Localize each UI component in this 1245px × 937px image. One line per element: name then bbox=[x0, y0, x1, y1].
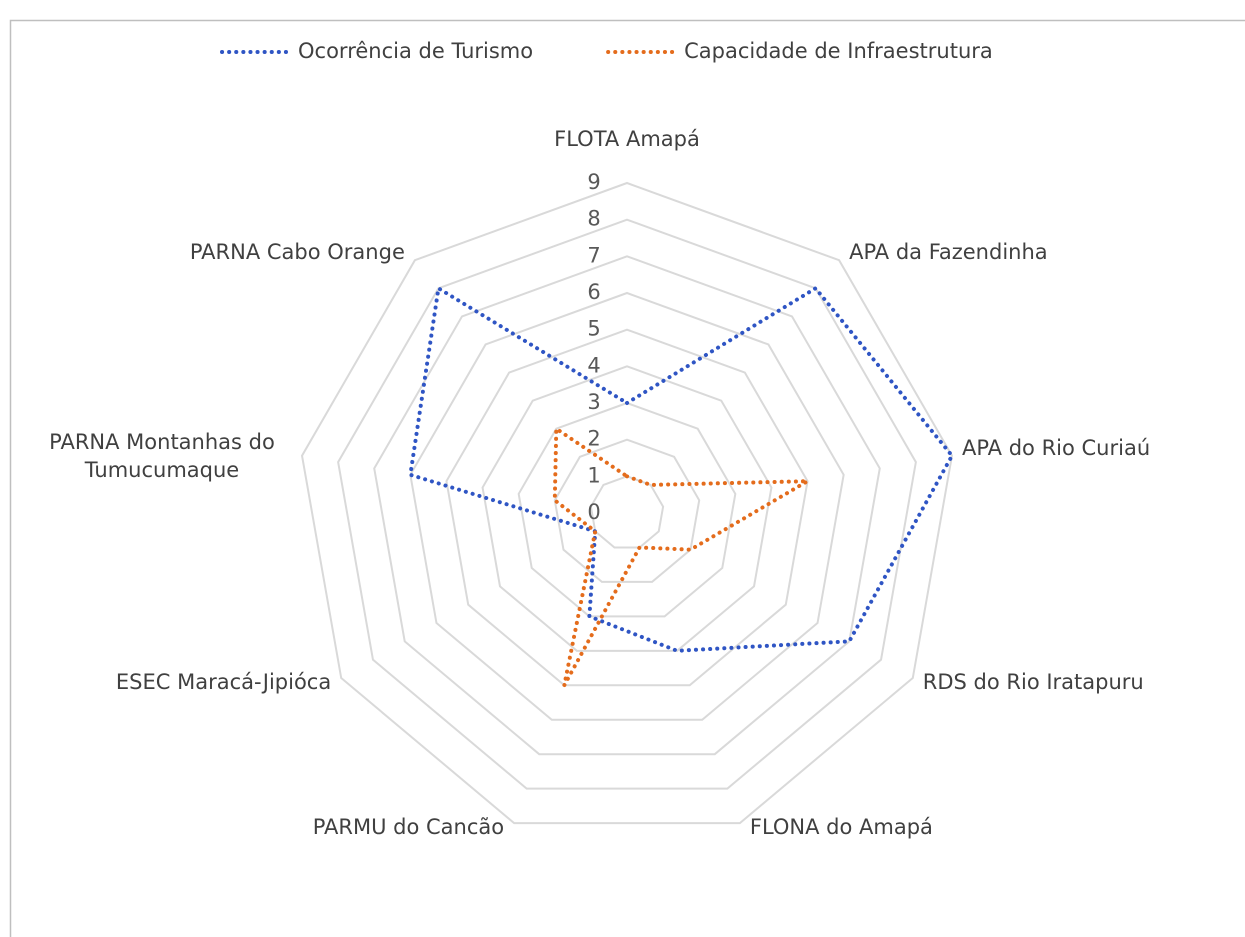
axis-label: RDS do Rio Iratapuru bbox=[922, 670, 1144, 694]
tick-label: 0 bbox=[587, 500, 600, 524]
chart-border bbox=[9, 19, 1245, 937]
axis-label: FLOTA Amapá bbox=[554, 127, 700, 151]
grid-ring bbox=[517, 401, 737, 618]
axis-label: FLONA do Amapá bbox=[749, 815, 933, 840]
grid-ring bbox=[481, 365, 773, 652]
axis-label: PARMU do Cancão bbox=[312, 815, 505, 840]
series-line bbox=[552, 425, 816, 687]
grid-ring bbox=[445, 328, 809, 687]
tick-label: 8 bbox=[587, 207, 600, 231]
grid-ring bbox=[553, 438, 701, 583]
grid-ring bbox=[373, 255, 881, 756]
tick-label: 3 bbox=[587, 390, 600, 414]
axis-label: PARNA Cabo Orange bbox=[189, 240, 405, 265]
tick-label: 6 bbox=[587, 280, 600, 304]
series-line bbox=[408, 285, 955, 653]
grid-ring bbox=[300, 181, 954, 825]
grid-ring bbox=[337, 218, 917, 790]
tick-label: 2 bbox=[587, 427, 600, 451]
legend-label: Ocorrência de Turismo bbox=[298, 39, 533, 63]
axis-label: APA da Fazendinha bbox=[849, 240, 1048, 265]
tick-label: 4 bbox=[587, 353, 600, 377]
grid-ring bbox=[409, 291, 845, 721]
axis-label: APA do Rio Curiaú bbox=[961, 435, 1151, 460]
legend-label: Capacidade de Infraestrutura bbox=[684, 39, 993, 63]
grid-ring bbox=[589, 475, 665, 549]
axis-label: ESEC Maracá-Jipióca bbox=[115, 670, 332, 694]
tick-label: 5 bbox=[587, 317, 600, 341]
tick-label: 7 bbox=[587, 243, 600, 267]
tick-label: 9 bbox=[587, 170, 600, 194]
tick-label: 1 bbox=[587, 463, 600, 487]
axis-label: PARNA Montanhas do Tumucumaque bbox=[49, 429, 275, 482]
